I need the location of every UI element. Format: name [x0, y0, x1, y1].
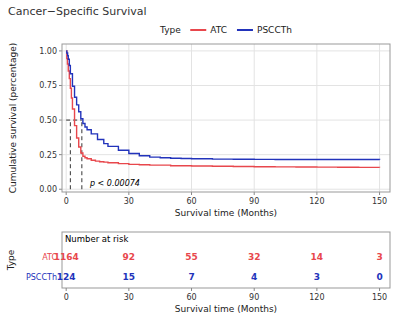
x-tick-label: 30	[124, 293, 134, 302]
x-tick	[379, 288, 380, 291]
x-tick-label: 150	[372, 293, 387, 302]
risk-count: 15	[123, 272, 136, 282]
risk-row-label: PSCCTh	[26, 273, 57, 282]
risk-count: 0	[376, 272, 382, 282]
grid-line	[379, 44, 380, 192]
risk-y-label: Type	[6, 249, 16, 271]
legend-label: ATC	[210, 25, 227, 35]
risk-count: 7	[188, 272, 194, 282]
x-tick	[316, 288, 317, 291]
legend-swatch	[190, 29, 206, 31]
annotation: p < 0.00074	[89, 179, 140, 188]
legend: Type ATC PSCCTh	[159, 25, 292, 35]
legend-label: PSCCTh	[257, 25, 292, 35]
grid	[62, 44, 390, 192]
legend-item: PSCCTh	[237, 25, 292, 35]
risk-frame	[62, 232, 390, 288]
grid-line	[191, 44, 192, 192]
x-tick-label: 0	[64, 197, 69, 206]
plot-data	[66, 51, 379, 189]
grid-line	[62, 154, 390, 155]
risk-title: Number at risk	[65, 234, 128, 244]
risk-count: 4	[251, 272, 257, 282]
risk-count: 1164	[54, 252, 79, 262]
risk-count: 3	[376, 252, 382, 262]
x-tick-label: 120	[309, 197, 324, 206]
axes: 0.00 0.25 0.50 0.75 1.00 0 30 60 90 120 150 Surviva…	[8, 43, 390, 218]
grid-line	[62, 120, 390, 121]
risk-count: 124	[57, 272, 76, 282]
grid-line	[62, 189, 390, 190]
risk-count: 32	[248, 252, 261, 262]
y-tick-label: 0.50	[39, 116, 57, 125]
x-tick-label: 30	[124, 197, 134, 206]
risk-count: 14	[311, 252, 324, 262]
x-tick-label: 60	[186, 293, 196, 302]
chart: Cancer−Specific Survival 0.00 0.25 0.50 0.75…	[0, 0, 400, 335]
x-tick-label: 90	[249, 197, 259, 206]
risk-count: 3	[314, 272, 320, 282]
grid-line	[316, 44, 317, 192]
x-tick	[128, 288, 129, 291]
median-line	[70, 120, 71, 189]
grid-line	[66, 44, 67, 192]
y-tick-label: 1.00	[39, 47, 57, 56]
y-tick-label: 0.25	[39, 151, 57, 160]
grid-line	[128, 44, 129, 192]
risk-table: Number at riskATC1164925532143PSCCTh1241…	[6, 232, 390, 314]
x-tick-label: 150	[372, 197, 387, 206]
legend-item: ATC	[190, 25, 227, 35]
grid-line	[254, 44, 255, 192]
survival-curve	[66, 51, 379, 168]
x-tick-label: 0	[64, 293, 69, 302]
legend-swatch	[237, 29, 253, 31]
x-tick-label: 60	[186, 197, 196, 206]
x-tick-label: 90	[249, 293, 259, 302]
risk-x-label: Survival time (Months)	[175, 304, 277, 314]
plot-frame	[62, 44, 390, 192]
risk-count: 92	[123, 252, 136, 262]
y-axis-label: Cumulative survival (percentage)	[8, 43, 18, 194]
y-tick-label: 0.00	[39, 185, 57, 194]
survival-curve	[66, 51, 379, 160]
grid-line	[62, 50, 390, 51]
title: Cancer−Specific Survival	[8, 5, 147, 18]
x-tick	[254, 288, 255, 291]
x-tick-label: 120	[309, 293, 324, 302]
x-tick	[191, 288, 192, 291]
grid-line	[62, 85, 390, 86]
x-axis-label: Survival time (Months)	[175, 208, 277, 218]
y-tick-label: 0.75	[39, 81, 57, 90]
risk-count: 55	[185, 252, 198, 262]
x-tick	[66, 288, 67, 291]
legend-title: Type	[159, 25, 181, 35]
